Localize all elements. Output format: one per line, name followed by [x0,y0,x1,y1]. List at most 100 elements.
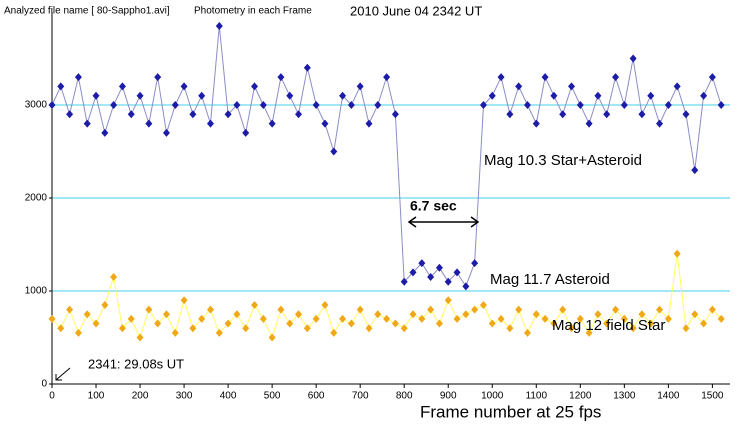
x-tick-label: 1200 [569,391,592,402]
data-point [277,73,285,82]
x-tick-label: 1100 [526,391,548,402]
data-point [215,328,223,337]
data-point [691,310,699,319]
data-point [233,101,241,109]
data-point [118,324,126,333]
y-tick-label: 1000 [25,286,48,297]
data-point [391,110,399,119]
x-tick-label: 700 [352,391,369,402]
data-point [427,273,435,282]
data-point [136,333,144,342]
x-tick-label: 800 [396,391,413,402]
data-point [198,91,206,100]
data-point [101,128,109,137]
data-point [162,310,170,319]
data-point [136,91,144,100]
data-point [321,300,329,309]
data-point [409,268,417,277]
data-point [682,324,690,333]
data-point [409,310,417,319]
data-point [110,273,118,282]
data-point [312,314,320,323]
annotation: 6.7 sec [410,198,457,214]
data-point [612,73,620,82]
data-point [162,128,170,137]
data-point [110,101,118,109]
data-point [523,328,531,337]
data-point [356,305,364,314]
data-point [488,91,496,100]
data-point [479,101,487,109]
data-point [48,314,56,323]
data-point [286,91,294,100]
data-point [435,319,443,328]
data-point [330,147,338,156]
data-point [374,310,382,319]
data-point [303,324,311,333]
data-point [462,282,470,291]
data-point [594,310,602,319]
y-tick-label: 3000 [25,100,48,111]
data-point [224,319,232,328]
data-point [74,73,82,82]
annotation: Mag 10.3 Star+Asteroid [484,152,642,169]
data-point [57,82,65,91]
data-point [629,54,637,63]
data-point [383,73,391,82]
data-point [154,319,162,328]
data-point [365,119,373,128]
data-point [576,314,584,323]
data-point [224,110,232,119]
data-point [66,305,74,314]
annotation: Mag 12 field Star [552,317,665,334]
data-point [708,73,716,82]
data-point [127,314,135,323]
data-point [295,110,303,119]
data-point [541,73,549,82]
y-tick-label: 2000 [25,193,48,204]
data-point [453,314,461,323]
data-point [268,119,276,128]
data-point [568,82,576,91]
data-point [259,314,267,323]
data-point [92,319,100,328]
x-tick-label: 300 [176,391,193,402]
data-point [603,110,611,119]
data-point [74,328,82,337]
data-point [532,310,540,319]
x-tick-label: 1000 [481,391,504,402]
data-point [629,324,637,333]
data-point [145,305,153,314]
data-point [585,119,593,128]
data-point [57,324,65,333]
data-point [673,249,681,258]
data-point [48,101,56,109]
annotation: Mag 11.7 Asteroid [490,271,610,288]
data-point [515,82,523,91]
data-point [638,110,646,119]
data-point [717,101,725,109]
data-point [656,305,664,314]
data-point [180,296,188,305]
chart-title: 2010 June 04 2342 UT [350,3,482,18]
data-point [206,119,214,128]
data-point [620,314,628,323]
data-point [708,305,716,314]
data-point [532,119,540,128]
data-point [215,21,223,30]
data-point [453,268,461,277]
data-point [471,259,479,268]
data-point [559,110,567,119]
data-point [550,319,558,328]
x-tick-label: 500 [264,391,281,402]
data-point [585,328,593,337]
data-point [541,314,549,323]
data-point [700,91,708,100]
x-tick-label: 600 [308,391,325,402]
data-point [189,324,197,333]
header-note: Photometry in each Frame [194,6,312,17]
data-point [347,319,355,328]
data-point [471,305,479,314]
data-point [576,101,584,109]
data-point [638,310,646,319]
